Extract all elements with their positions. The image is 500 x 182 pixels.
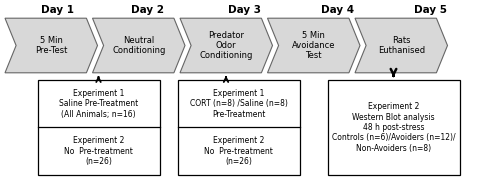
Bar [328,80,460,175]
Text: 5 Min
Avoidance
Test: 5 Min Avoidance Test [292,31,336,60]
Text: 5 Min
Pre-Test: 5 Min Pre-Test [35,36,68,55]
Text: Experiment 1
CORT (n=8) /Saline (n=8)
Pre-Treatment: Experiment 1 CORT (n=8) /Saline (n=8) Pr… [190,89,288,119]
Bar [38,80,160,175]
Text: Experiment 1
Saline Pre-Treatment
(All Animals; n=16): Experiment 1 Saline Pre-Treatment (All A… [59,89,138,119]
Text: Rats
Euthanised: Rats Euthanised [378,36,425,55]
Bar [178,80,300,175]
Polygon shape [5,18,98,73]
Text: Neutral
Conditioning: Neutral Conditioning [112,36,166,55]
Polygon shape [180,18,272,73]
Polygon shape [268,18,360,73]
Text: Day 4: Day 4 [321,5,354,15]
Polygon shape [92,18,185,73]
Text: Day 3: Day 3 [228,5,262,15]
Polygon shape [355,18,448,73]
Text: Experiment 2
No  Pre-treatment
(n=26): Experiment 2 No Pre-treatment (n=26) [204,136,273,166]
Text: Day 5: Day 5 [414,5,446,15]
Text: Predator
Odor
Conditioning: Predator Odor Conditioning [200,31,253,60]
Text: Day 1: Day 1 [41,5,74,15]
Text: Day 2: Day 2 [131,5,164,15]
Text: Experiment 2
No  Pre-treatment
(n=26): Experiment 2 No Pre-treatment (n=26) [64,136,133,166]
Text: Experiment 2
Western Blot analysis
48 h post-stress
Controls (n=6)/Avoiders (n=1: Experiment 2 Western Blot analysis 48 h … [332,102,456,153]
